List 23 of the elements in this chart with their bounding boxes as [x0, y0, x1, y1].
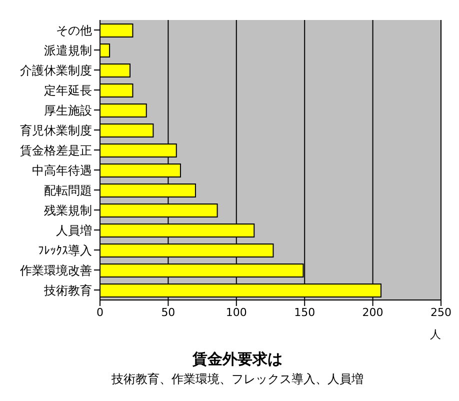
y-tick-label: 技術教育 [43, 283, 92, 298]
x-tick-label: 150 [294, 306, 316, 319]
y-tick-label: その他 [56, 23, 92, 38]
text: 賃金外要求は [192, 350, 284, 369]
y-tick-label: 派遣規制 [44, 43, 92, 58]
x-tick-label: 250 [430, 306, 452, 319]
y-tick-label: 定年延長 [44, 83, 92, 98]
y-tick-label: 人員増 [56, 223, 92, 238]
x-tick-label: 50 [161, 306, 176, 319]
y-tick-label: 介護休業制度 [20, 63, 92, 78]
x-tick-label: 100 [226, 306, 247, 319]
x-tick-label: 200 [362, 306, 384, 319]
y-tick-label: 育児休業制度 [20, 123, 92, 138]
y-tick-label: 作業環境改善 [19, 263, 92, 278]
y-tick-label: 賃金格差是正 [20, 143, 92, 158]
y-tick-label: 残業規制 [44, 203, 92, 218]
y-tick-label: 配転問題 [44, 183, 92, 198]
y-tick-label: 中高年待遇 [32, 163, 92, 178]
y-tick-label: 厚生施設 [44, 103, 92, 118]
y-tick-label: ﾌﾚｯｸｽ導入 [38, 243, 92, 258]
x-axis-title: 人 [430, 328, 441, 341]
text: 技術教育、作業環境、フレックス導入、人員増 [110, 371, 364, 388]
x-tick-label: 0 [96, 306, 104, 319]
